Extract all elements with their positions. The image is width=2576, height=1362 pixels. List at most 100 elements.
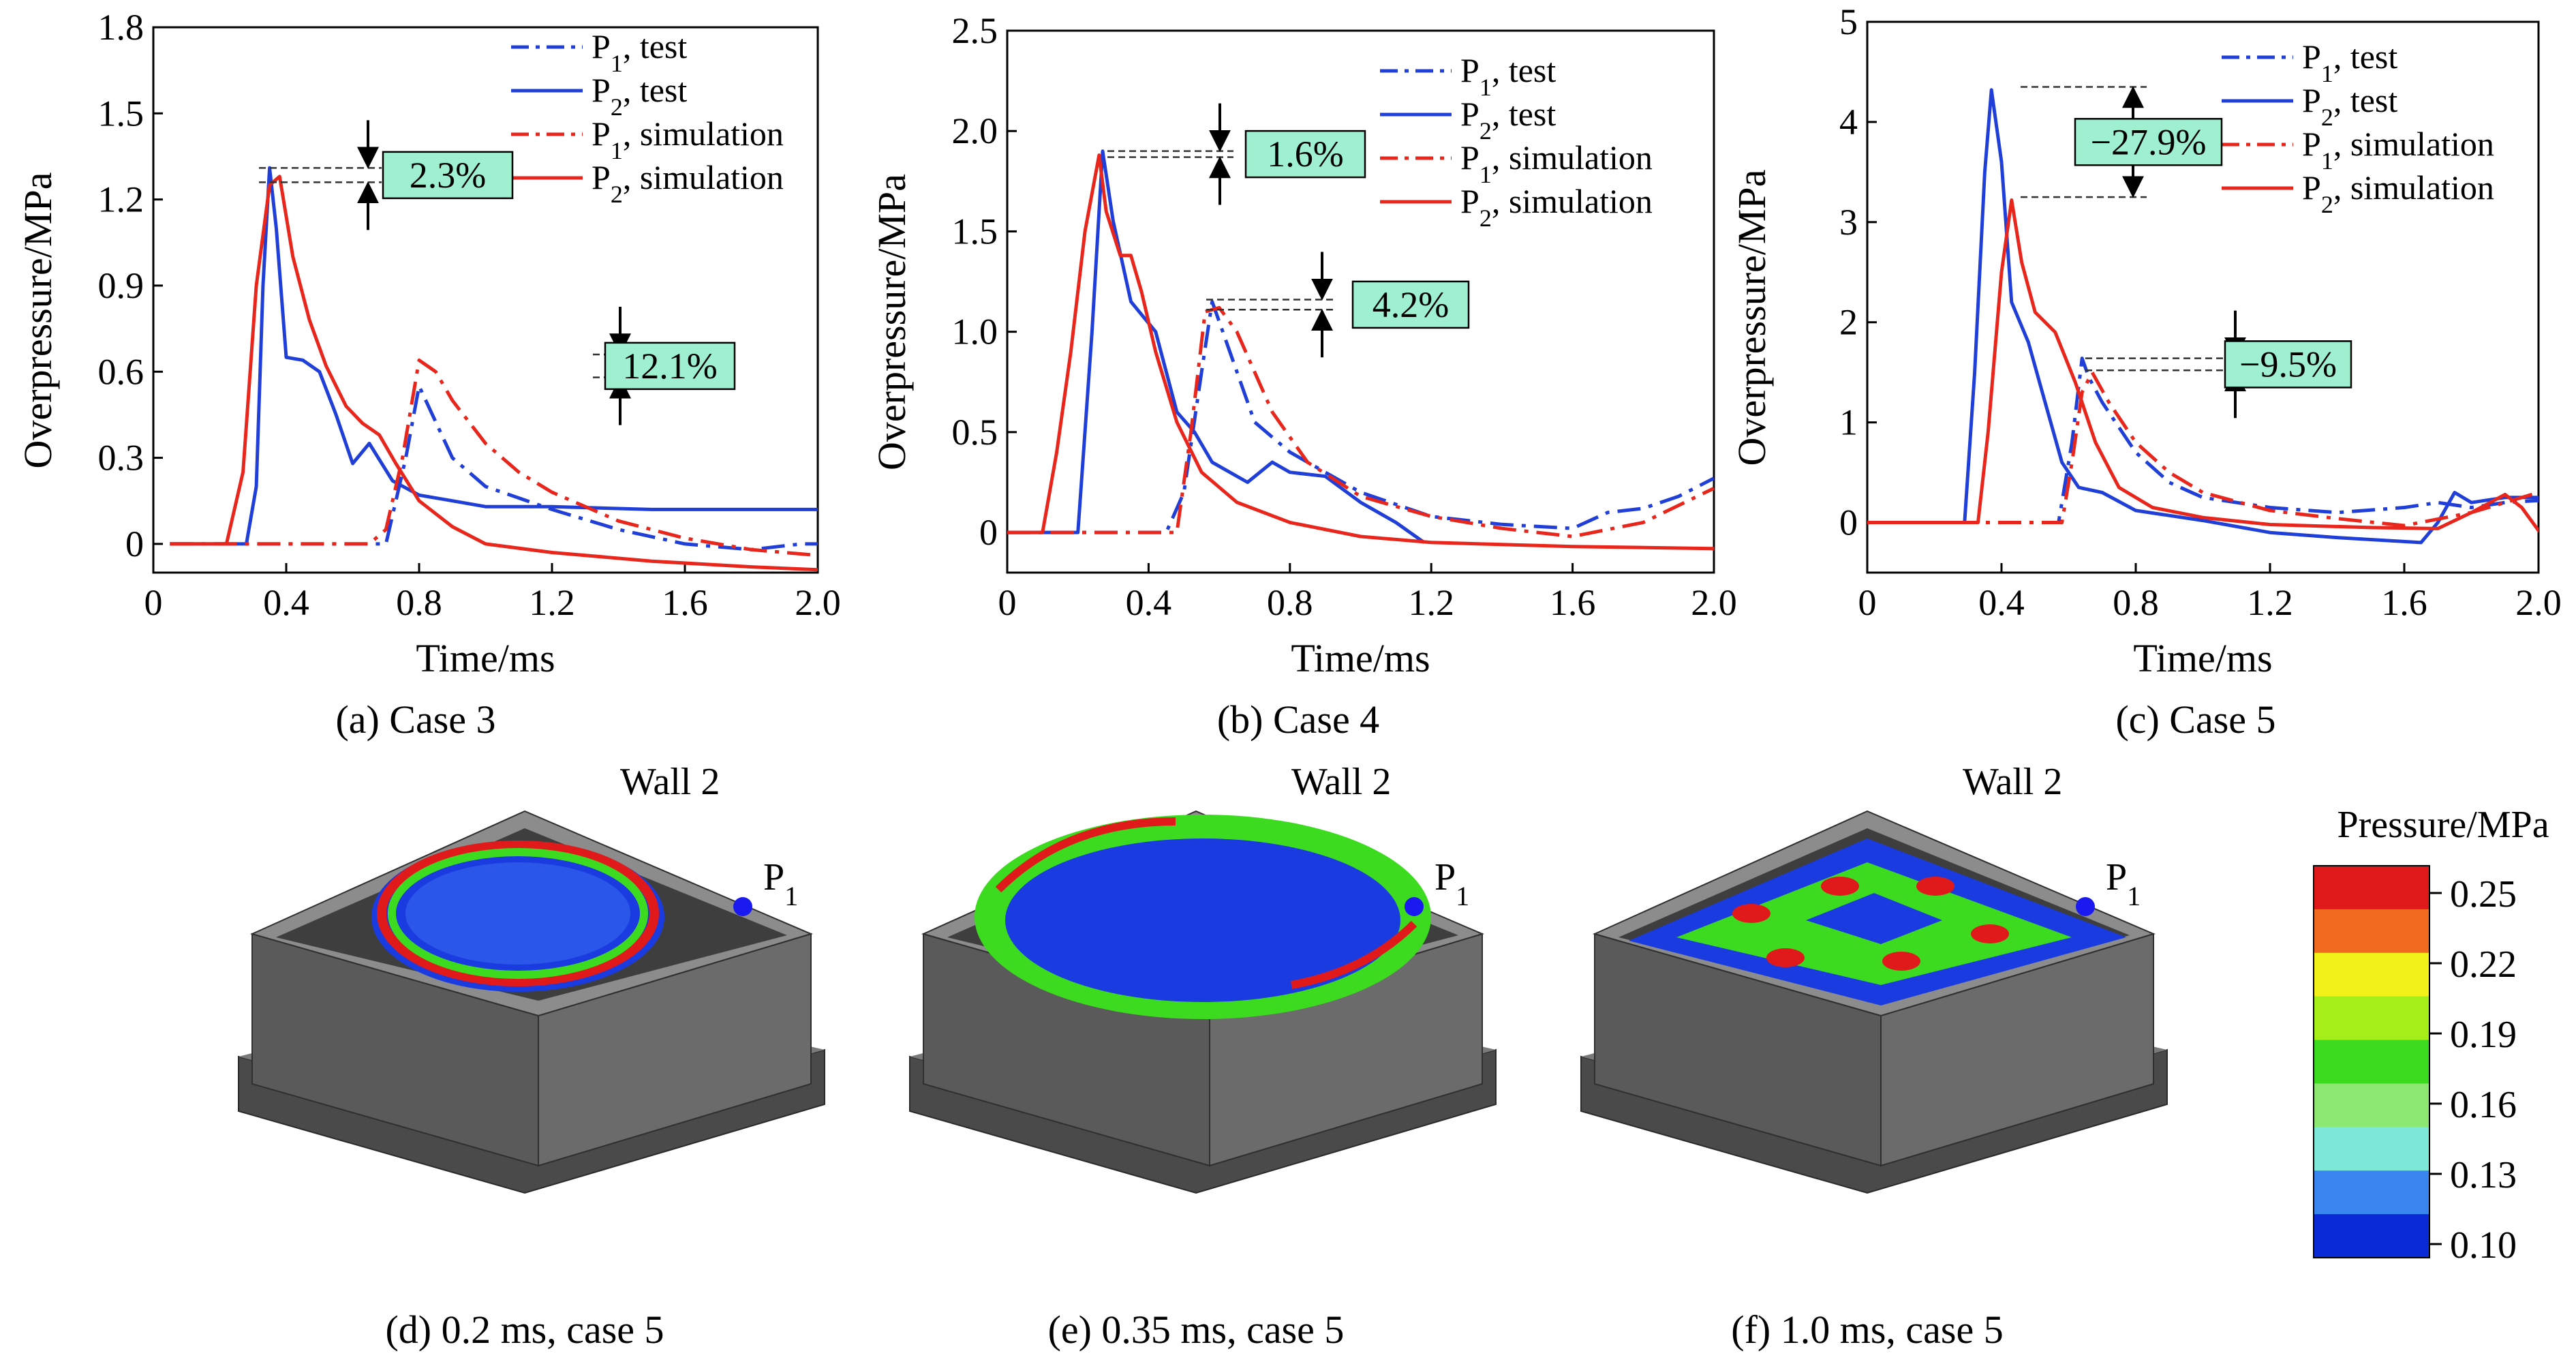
- y-tick-label: 0.6: [98, 351, 144, 392]
- y-tick-label: 1.2: [98, 179, 144, 220]
- y-tick-label: 0: [1839, 502, 1858, 543]
- legend-label: P2, test: [1460, 95, 1556, 145]
- y-tick-label: 0.9: [98, 265, 144, 306]
- colorbar-segment: [2314, 1040, 2429, 1085]
- colorbar-segment: [2314, 1127, 2429, 1172]
- annotation-box: [382, 151, 514, 200]
- x-tick-label: 1.2: [1408, 582, 1454, 623]
- pressure-hotspot: [1971, 924, 2009, 943]
- pressure-core: [1005, 838, 1400, 1002]
- legend-label: P1, test: [1460, 51, 1556, 101]
- y-axis-label: Overpressure/MPa: [1730, 170, 1774, 466]
- x-tick-label: 2.0: [1691, 582, 1737, 623]
- y-tick-label: 5: [1839, 1, 1858, 42]
- panel-caption: (c) Case 5: [2115, 697, 2275, 742]
- y-tick-label: 1.5: [952, 211, 998, 252]
- legend-label: P2, simulation: [1460, 182, 1653, 232]
- y-tick-label: 1.0: [952, 312, 998, 352]
- x-tick-label: 0.8: [396, 582, 442, 623]
- legend-label: P1, simulation: [1460, 138, 1653, 188]
- snapshot-panel-0-2ms: Wall 2 P1 (d) 0.2 ms, case 5: [238, 761, 825, 1352]
- x-tick-label: 2.0: [2515, 582, 2562, 623]
- wall-2-label: Wall 2: [1291, 761, 1391, 803]
- x-tick-label: 0: [1858, 582, 1877, 623]
- colorbar-segment: [2314, 1083, 2429, 1128]
- series-line-p2-test: [170, 166, 818, 546]
- annotation-label: 4.2%: [1373, 284, 1449, 325]
- x-axis-label: Time/ms: [2133, 636, 2272, 680]
- x-tick-label: 1.6: [2381, 582, 2427, 623]
- chart-panel-case-5: 0 0.4 0.8 1.2 1.6 2.0 0 1 2 3 4 5 Time/ms Overpressur…: [1730, 1, 2562, 742]
- annotation-label: 12.1%: [622, 346, 717, 387]
- p1-label: P1: [1435, 856, 1469, 911]
- wall-2-label: Wall 2: [620, 761, 720, 803]
- y-tick-label: 0: [125, 524, 144, 564]
- series-line-p1-simulation: [1007, 305, 1714, 539]
- series-line-p1-test: [1007, 300, 1714, 534]
- series-line-p1-test: [170, 384, 818, 551]
- x-tick-label: 0.4: [1978, 582, 2025, 623]
- colorbar-tick-label: 0.10: [2450, 1224, 2517, 1267]
- legend-label: P2, simulation: [592, 158, 784, 208]
- y-tick-label: 0.5: [952, 412, 998, 453]
- legend-label: P2, test: [2302, 81, 2397, 131]
- pressure-hotspot: [1821, 877, 1859, 896]
- pressure-front-ring: [377, 841, 659, 986]
- y-tick-label: 1.5: [98, 93, 144, 134]
- plot-frame: [152, 26, 819, 574]
- colorbar-tick-label: 0.25: [2450, 873, 2517, 915]
- x-tick-label: 0.4: [1126, 582, 1172, 623]
- panel-caption: (b) Case 4: [1217, 697, 1379, 742]
- colorbar-segment: [2314, 909, 2429, 954]
- legend-label: P1, test: [592, 27, 687, 77]
- colorbar-segment: [2314, 952, 2429, 997]
- x-tick-label: 0.8: [2113, 582, 2159, 623]
- y-tick-label: 2: [1839, 302, 1858, 343]
- colorbar-tick-label: 0.13: [2450, 1154, 2517, 1196]
- y-axis-label: Overpressure/MPa: [16, 172, 60, 469]
- x-tick-label: 0.8: [1267, 582, 1313, 623]
- p1-label: P1: [763, 856, 798, 911]
- pressure-colorbar: Pressure/MPa 0.25 0.22 0.19 0.16 0.13 0.10: [2313, 804, 2549, 1267]
- series-line-p1-simulation: [1867, 370, 2539, 528]
- panel-caption: (a) Case 3: [335, 697, 495, 742]
- series-line-p1-test: [1867, 357, 2539, 524]
- x-tick-label: 0.4: [263, 582, 309, 623]
- y-tick-label: 1.8: [98, 7, 144, 48]
- p1-marker-dot: [2076, 897, 2095, 916]
- snapshot-panel-1-0ms: Wall 2 P1 (f) 1.0 ms, case 5: [1580, 761, 2168, 1352]
- pressure-hotspot: [1766, 948, 1805, 967]
- colorbar-title: Pressure/MPa: [2337, 804, 2549, 846]
- annotation-box: [1244, 130, 1366, 179]
- legend-label: P1, simulation: [2302, 125, 2494, 175]
- x-tick-label: 1.2: [2247, 582, 2293, 623]
- annotation-box: [2224, 340, 2352, 389]
- legend-label: P2, simulation: [2302, 168, 2494, 218]
- series-line-p2-simulation: [1007, 153, 1714, 551]
- pressure-hotspot: [1882, 952, 1920, 971]
- y-tick-label: 4: [1839, 102, 1858, 142]
- y-axis-label: Overpressure/MPa: [870, 174, 914, 470]
- legend-label: P1, test: [2302, 37, 2397, 87]
- series-line-p1-simulation: [170, 358, 818, 558]
- chart-panel-case-4: 0 0.4 0.8 1.2 1.6 2.0 0 0.5 1.0 1.5 2.0 2.5 Time/ms O…: [870, 10, 1737, 742]
- snapshot-caption: (d) 0.2 ms, case 5: [385, 1307, 664, 1352]
- snapshot-caption: (e) 0.35 ms, case 5: [1048, 1307, 1345, 1352]
- annotation-label: −9.5%: [2239, 344, 2337, 384]
- y-tick-label: 2.5: [952, 10, 998, 51]
- annotation-box: [604, 342, 736, 391]
- annotation-box: [2074, 118, 2223, 166]
- chart-panel-case-3: 0 0.4 0.8 1.2 1.6 2.0 0 0.3 0.6 0.9 1.2 1.5 1.8 Time/…: [16, 7, 841, 742]
- pressure-ring-inner: [388, 848, 648, 979]
- p1-marker-dot: [733, 897, 752, 916]
- pressure-center-hole: [1806, 893, 1942, 944]
- colorbar-segment: [2314, 1170, 2429, 1215]
- y-tick-label: 0.3: [98, 438, 144, 479]
- colorbar-segment: [2314, 866, 2429, 910]
- annotation-label: 2.3%: [410, 155, 486, 196]
- p1-label: P1: [2106, 856, 2141, 911]
- y-tick-label: 0: [979, 512, 998, 553]
- x-axis-label: Time/ms: [416, 636, 555, 680]
- x-tick-label: 1.6: [662, 582, 708, 623]
